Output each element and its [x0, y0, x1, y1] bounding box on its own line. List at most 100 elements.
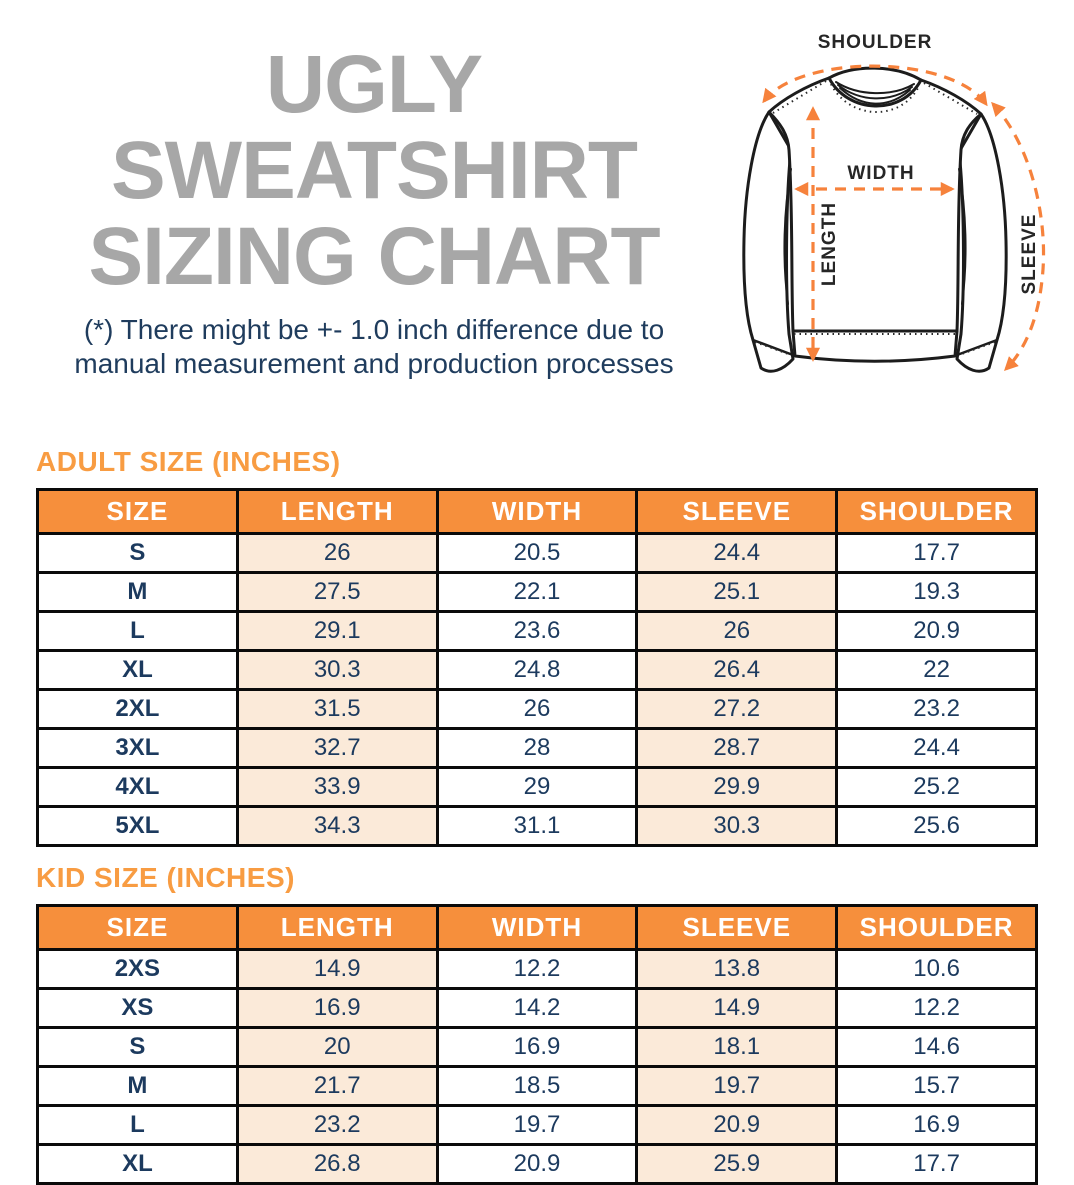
adult-size-heading: ADULT SIZE (INCHES)	[36, 446, 341, 478]
column-header-shoulder: SHOULDER	[835, 488, 1038, 536]
page-title: UGLY SWEATSHIRT SIZING CHART	[0, 39, 748, 303]
size-cell: 5XL	[36, 805, 239, 848]
adult-size-section: ADULT SIZE (INCHES) SIZE LENGTH WIDTH SLEEV…	[36, 446, 1038, 848]
size-cell: L	[36, 610, 239, 653]
kid-header-row: SIZE LENGTH WIDTH SLEEVE SHOULDER	[36, 904, 1038, 952]
measurement-cell: 17.7	[835, 1143, 1038, 1185]
measurement-cell: 29	[435, 766, 639, 809]
adult-size-table: SIZE LENGTH WIDTH SLEEVE SHOULDER S 26 20.5 24.…	[36, 488, 1038, 848]
measurement-cell: 31.1	[435, 805, 639, 848]
table-row: L 29.1 23.6 26 20.9	[36, 610, 1038, 653]
size-cell: L	[36, 1104, 239, 1147]
column-header-size: SIZE	[36, 904, 239, 952]
column-header-length: LENGTH	[235, 904, 439, 952]
measurement-cell: 13.8	[635, 948, 839, 991]
measurement-cell: 18.5	[435, 1065, 639, 1108]
stitch-details	[754, 80, 996, 356]
measurement-cell: 30.3	[235, 649, 439, 692]
size-cell: S	[36, 532, 239, 575]
size-cell: 2XS	[36, 948, 239, 991]
column-header-width: WIDTH	[435, 488, 639, 536]
measurement-cell: 26	[235, 532, 439, 575]
table-row: XL 26.8 20.9 25.9 17.7	[36, 1143, 1038, 1185]
measurement-cell: 26	[435, 688, 639, 731]
column-header-shoulder: SHOULDER	[835, 904, 1038, 952]
measurement-cell: 27.2	[635, 688, 839, 731]
sleeve-label: SLEEVE	[1019, 214, 1040, 295]
column-header-size: SIZE	[36, 488, 239, 536]
kid-size-heading: KID SIZE (INCHES)	[36, 862, 295, 894]
measurement-cell: 34.3	[235, 805, 439, 848]
measurement-cell: 29.9	[635, 766, 839, 809]
table-row: S 26 20.5 24.4 17.7	[36, 532, 1038, 575]
measurement-cell: 22.1	[435, 571, 639, 614]
measurement-cell: 23.2	[235, 1104, 439, 1147]
table-row: L 23.2 19.7 20.9 16.9	[36, 1104, 1038, 1147]
size-cell: XS	[36, 987, 239, 1030]
measurement-cell: 16.9	[835, 1104, 1038, 1147]
size-cell: M	[36, 571, 239, 614]
measurement-cell: 25.6	[835, 805, 1038, 848]
page-title-line2: SIZING CHART	[88, 211, 660, 303]
size-cell: 2XL	[36, 688, 239, 731]
column-header-length: LENGTH	[235, 488, 439, 536]
measurement-cell: 24.8	[435, 649, 639, 692]
measurement-cell: 28	[435, 727, 639, 770]
measurement-cell: 15.7	[835, 1065, 1038, 1108]
measurement-cell: 16.9	[435, 1026, 639, 1069]
column-header-sleeve: SLEEVE	[635, 488, 839, 536]
table-row: 2XS 14.9 12.2 13.8 10.6	[36, 948, 1038, 991]
measurement-cell: 22	[835, 649, 1038, 692]
sweatshirt-outline	[742, 66, 1008, 373]
measurement-cell: 25.1	[635, 571, 839, 614]
measurement-cell: 18.1	[635, 1026, 839, 1069]
measurement-cell: 19.3	[835, 571, 1038, 614]
measurement-cell: 14.6	[835, 1026, 1038, 1069]
measurement-cell: 25.9	[635, 1143, 839, 1185]
width-label: WIDTH	[847, 163, 914, 184]
size-cell: M	[36, 1065, 239, 1108]
disclaimer-line1: (*) There might be +- 1.0 inch differenc…	[83, 314, 665, 346]
measurement-cell: 20.9	[635, 1104, 839, 1147]
table-row: 5XL 34.3 31.1 30.3 25.6	[36, 805, 1038, 848]
disclaimer-line2: manual measurement and production proces…	[74, 347, 674, 379]
table-row: XL 30.3 24.8 26.4 22	[36, 649, 1038, 692]
table-row: 2XL 31.5 26 27.2 23.2	[36, 688, 1038, 731]
measurement-cell: 30.3	[635, 805, 839, 848]
measurement-cell: 23.2	[835, 688, 1038, 731]
measurement-cell: 26	[635, 610, 839, 653]
sleeve-arrow	[991, 101, 1046, 371]
measurement-cell: 23.6	[435, 610, 639, 653]
column-header-width: WIDTH	[435, 904, 639, 952]
measurement-cell: 16.9	[235, 987, 439, 1030]
measurement-cell: 19.7	[635, 1065, 839, 1108]
measurement-cell: 14.2	[435, 987, 639, 1030]
table-row: 3XL 32.7 28 28.7 24.4	[36, 727, 1038, 770]
measurement-cell: 24.4	[835, 727, 1038, 770]
measurement-cell: 29.1	[235, 610, 439, 653]
table-row: 4XL 33.9 29 29.9 25.2	[36, 766, 1038, 809]
measurement-cell: 12.2	[435, 948, 639, 991]
column-header-sleeve: SLEEVE	[635, 904, 839, 952]
measurement-cell: 21.7	[235, 1065, 439, 1108]
header: UGLY SWEATSHIRT SIZING CHART (*) There m…	[0, 0, 748, 380]
measurement-cell: 14.9	[235, 948, 439, 991]
kid-size-table: SIZE LENGTH WIDTH SLEEVE SHOULDER 2XS 14.9 12.…	[36, 904, 1038, 1185]
table-row: XS 16.9 14.2 14.9 12.2	[36, 987, 1038, 1030]
measurement-cell: 17.7	[835, 532, 1038, 575]
measurement-cell: 20.5	[435, 532, 639, 575]
measurement-cell: 27.5	[235, 571, 439, 614]
measurement-cell: 20	[235, 1026, 439, 1069]
measurement-cell: 14.9	[635, 987, 839, 1030]
measurement-cell: 25.2	[835, 766, 1038, 809]
page-title-line1: UGLY SWEATSHIRT	[110, 39, 638, 217]
adult-header-row: SIZE LENGTH WIDTH SLEEVE SHOULDER	[36, 488, 1038, 536]
size-cell: XL	[36, 649, 239, 692]
measurement-cell: 32.7	[235, 727, 439, 770]
size-cell: 3XL	[36, 727, 239, 770]
shoulder-label: SHOULDER	[818, 32, 933, 53]
measurement-cell: 10.6	[835, 948, 1038, 991]
measurement-cell: 31.5	[235, 688, 439, 731]
measurement-cell: 24.4	[635, 532, 839, 575]
